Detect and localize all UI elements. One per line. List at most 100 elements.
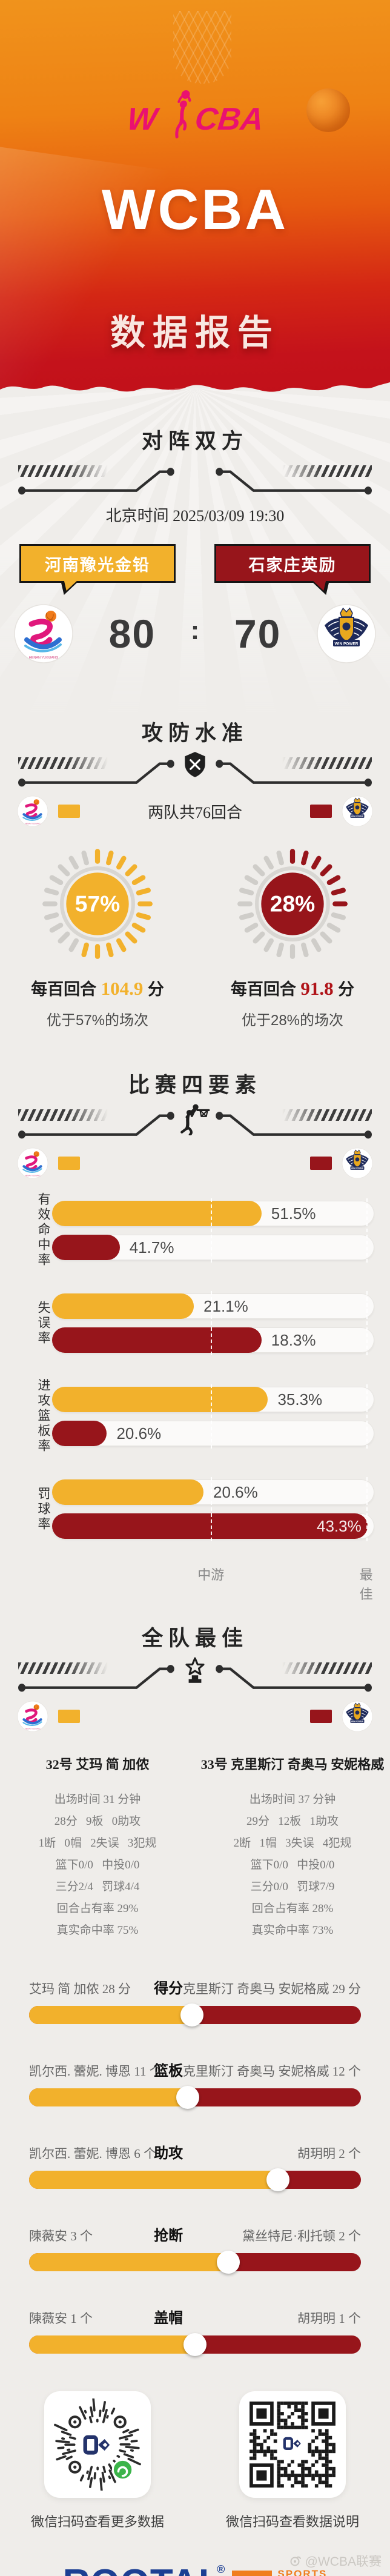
duel-left-label: 凯尔西. 蕾妮. 博恩 6 个 [29,2146,156,2161]
factor-label: 进攻篮板率 [36,1378,50,1454]
rootai-brand-logo: ROOTAI ® SPORTS 根尖体育 [0,2563,390,2576]
home-team-logo-icon: HENAN YUGUANG [13,603,74,664]
duel-left-label: 艾玛 简 加侬 28 分 [29,1982,131,1996]
hero-banner: W CBA WCBA 数据报告 [0,0,390,401]
svg-text:W: W [125,102,161,137]
score-row: HENAN YUGUANG 80 : 70 WIN POWER [13,603,377,664]
qr-right-caption: 微信扫码查看数据说明 [225,2514,359,2529]
bar-track: 20.6% [52,1479,374,1505]
factor-bars: 35.3% 20.6% [52,1384,374,1449]
svg-text:HENAN YUGUANG: HENAN YUGUANG [25,1727,41,1730]
stat-line: 三分2/4 罚球4/4 [55,1881,140,1893]
qr-left-caption: 微信扫码查看更多数据 [30,2514,164,2529]
best-player-stats: 出场时间 31 分钟 28分 9板 0助攻 1断 0帽 2失误 3犯规 篮下0/0 中… [0,1789,390,1942]
section-divider [17,461,373,499]
qr-captions: 微信扫码查看更多数据 微信扫码查看数据说明 [0,2511,390,2531]
trophy-star-icon [181,1656,209,1689]
four-factor-axis: 中游 最佳 [52,1564,374,1602]
duel-盖帽: 陳薇安 1 个 盖帽 胡玥明 1 个 [29,2309,361,2356]
gauge-captions: 每百回合 104.9 分 优于57%的场次 每百回合 91.8 分 优于28%的… [0,976,390,1029]
match-datetime: 北京时间 2025/03/09 19:30 [105,507,285,525]
duel-home-fill [29,2171,278,2189]
duel-category-label: 篮板 [154,2063,183,2079]
bar-value: 21.1% [203,1297,248,1315]
four-factor-bars: 有效命中率 51.5% 41.7% 失误率 21.1% 18.3% [24,1192,374,1541]
page-title: WCBA [101,178,289,241]
stat-line: 篮下0/0 中投0/0 [55,1859,140,1871]
away-rate-value: 91.8 [300,978,334,999]
bar-track: 35.3% [52,1386,374,1412]
possessions-note: 两队共76回合 [147,803,242,822]
divider-lines [17,1658,373,1696]
svg-text:WIN POWER: WIN POWER [351,1167,364,1170]
legend-row: HENAN YUGUANG WIN POWER [17,1701,373,1732]
four-factor-row: 有效命中率 51.5% 41.7% [24,1192,374,1268]
duel-home-fill [29,2006,193,2024]
home-gauge-caption: 每百回合 104.9 分 优于57%的场次 [0,976,195,1029]
mid-guide-line [211,1291,213,1355]
duel-category-label: 助攻 [154,2145,183,2162]
factor-bars: 20.6% 43.3% [52,1477,374,1541]
score-colon: : [190,616,200,645]
section-title-levels: 攻防水准 [141,722,248,745]
wcba-league-logo-icon: W CBA [125,90,265,139]
section-title-team-best: 全队最佳 [141,1627,248,1650]
stat-line: 2断 1帽 3失误 4犯规 [233,1837,352,1850]
weibo-eye-icon [290,2556,301,2566]
axis-label-mid: 中游 [197,1567,225,1582]
duel-right-label: 黛丝特尼·利托顿 2 个 [242,2229,361,2243]
bar-fill [52,1513,368,1539]
best-player-names: 32号 艾玛 简 加侬 33号 克里斯汀 奇奥马 安妮格威 [0,1754,390,1773]
away-gauge-caption: 每百回合 91.8 分 优于28%的场次 [195,976,390,1029]
qr-cards [0,2391,390,2498]
dunking-player-icon [179,1103,211,1138]
mid-guide-line [211,1477,213,1541]
duel-category-label: 盖帽 [154,2310,183,2326]
stat-line: 篮下0/0 中投0/0 [250,1859,335,1871]
divider-lines [17,1105,373,1143]
shield-icon [183,751,207,782]
brand-sports-label: SPORTS [277,2568,328,2576]
factor-bars: 21.1% 18.3% [52,1291,374,1355]
away-team-logo-icon: WIN POWER [342,1147,373,1179]
duel-bar [29,2003,361,2027]
bar-track: 21.1% [52,1293,374,1319]
duel-bar [29,2168,361,2191]
duel-split-knob [180,2003,204,2027]
bar-value: 18.3% [271,1331,316,1349]
legend-row: HENAN YUGUANG WIN POWER [17,1147,373,1179]
duel-split-knob [183,2333,207,2356]
stat-line: 出场时间 31 分钟 [54,1793,141,1806]
away-team-logo-icon: WIN POWER [316,603,377,664]
home-rank-text: 优于57%的场次 [46,1012,149,1029]
qr-code-icon [250,2402,335,2488]
home-best-player-name: 32号 艾玛 简 加侬 [45,1757,150,1772]
duel-home-fill [29,2088,188,2106]
bar-track: 51.5% [52,1200,374,1226]
svg-text:WIN POWER: WIN POWER [335,642,359,646]
brand-orange-bar [232,2571,273,2576]
duel-right-label: 胡玥明 1 个 [297,2311,361,2326]
divider-lines [17,753,373,791]
factor-bars: 51.5% 41.7% [52,1198,374,1263]
wechat-miniprogram-code-icon [54,2398,141,2491]
duel-home-fill [29,2335,195,2354]
bar-fill [52,1327,262,1353]
home-percentile-gauge: 57% [41,848,154,960]
duel-split-knob [216,2251,240,2274]
miniprogram-qr-card [44,2391,151,2498]
bar-fill [52,1479,204,1505]
svg-text:57%: 57% [75,891,120,916]
duel-bar [29,2251,361,2274]
section-divider [17,1656,373,1696]
qr-code-card [239,2391,346,2498]
duel-right-label: 克里斯汀 奇奥马 安妮格威 12 个 [183,2064,361,2079]
away-color-swatch [310,1157,332,1170]
stat-line: 回合占有率 28% [251,1902,334,1915]
bar-value: 35.3% [277,1390,323,1409]
best-guide-line [366,1477,368,1541]
basketball-decoration [306,88,350,132]
svg-text:HENAN YUGUANG: HENAN YUGUANG [25,822,41,825]
svg-text:HENAN YUGUANG: HENAN YUGUANG [25,1174,41,1177]
duel-home-fill [29,2253,228,2271]
